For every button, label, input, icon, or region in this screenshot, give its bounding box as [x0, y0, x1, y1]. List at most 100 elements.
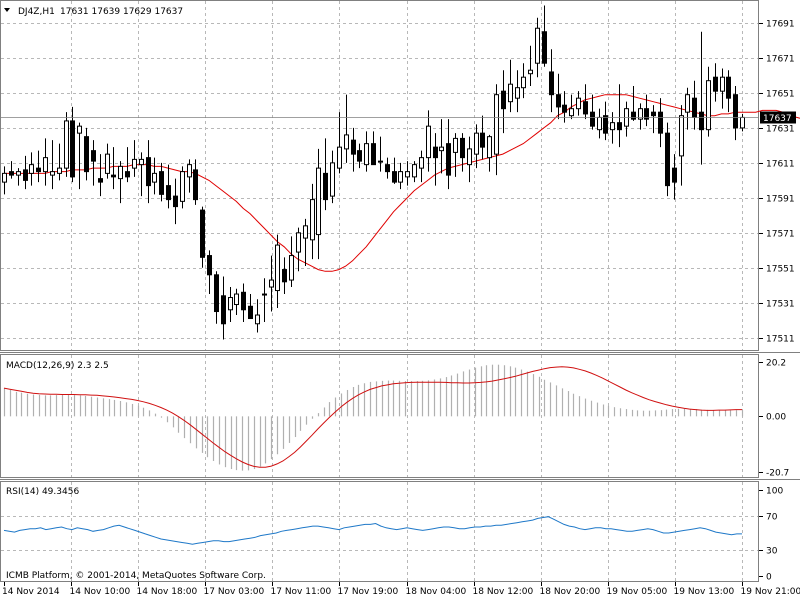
bear-candle	[214, 274, 219, 313]
time-tick-label: 18 Nov 04:00	[406, 587, 467, 597]
bull-candle	[398, 171, 403, 183]
time-tick-label: 18 Nov 20:00	[540, 587, 601, 597]
bull-candle	[289, 255, 294, 281]
bull-candle	[132, 158, 137, 169]
bull-candle	[597, 116, 602, 131]
time-tick-label: 14 Nov 18:00	[137, 587, 198, 597]
bear-candle	[146, 157, 151, 187]
bull-candle	[152, 172, 157, 183]
price-tick-label: 17551	[766, 265, 795, 275]
bear-candle	[248, 305, 253, 320]
bear-candle	[111, 174, 116, 178]
bull-candle	[419, 157, 424, 169]
bull-candle	[77, 125, 82, 134]
bull-candle	[378, 160, 383, 163]
bull-candle	[720, 76, 725, 92]
bear-candle	[651, 111, 656, 117]
time-tick-label: 17 Nov 19:00	[338, 587, 399, 597]
macd-label: MACD(12,26,9) 2.3 2.5	[6, 361, 109, 371]
time-tick-label: 19 Nov 05:00	[607, 587, 668, 597]
price-tick-label: 17511	[766, 335, 795, 345]
bear-candle	[631, 111, 636, 120]
bull-candle	[638, 108, 643, 120]
bull-candle	[316, 167, 321, 236]
copyright-text: ICMB Platform, © 2001-2014, MetaQuotes S…	[6, 571, 266, 581]
bull-candle	[303, 225, 308, 239]
bull-candle	[453, 137, 458, 153]
bear-candle	[193, 169, 198, 201]
macd-indicator	[3, 364, 744, 471]
bear-candle	[726, 76, 731, 99]
rsi-tick-label: 30	[766, 547, 778, 557]
bull-candle	[487, 136, 492, 159]
time-tick-label: 14 Nov 10:00	[70, 587, 131, 597]
bull-candle	[337, 146, 342, 169]
bull-candle	[412, 164, 417, 178]
bull-candle	[16, 171, 21, 176]
bear-candle	[282, 269, 287, 283]
bull-candle	[2, 172, 7, 183]
bull-candle	[467, 148, 472, 166]
rsi-tick-label: 70	[766, 513, 778, 523]
bull-candle	[364, 143, 369, 166]
bear-candle	[166, 185, 171, 201]
rsi-label: RSI(14) 49.3456	[6, 487, 79, 497]
bull-candle	[139, 158, 144, 166]
price-pane-frame	[0, 0, 759, 351]
bull-candle	[228, 297, 233, 311]
bear-candle	[692, 97, 697, 118]
bull-candle	[515, 87, 520, 99]
bear-candle	[562, 104, 567, 113]
rsi-axis: 100 70 30 0	[759, 487, 783, 583]
bull-candle	[262, 293, 267, 296]
bull-candle	[118, 165, 123, 180]
bull-candle	[296, 232, 301, 253]
bull-candle	[275, 244, 280, 292]
price-tick-label: 17691	[766, 20, 795, 30]
bull-candle	[569, 108, 574, 117]
bull-candle	[535, 27, 540, 64]
current-price-badge	[760, 111, 796, 124]
rsi-tick-label: 0	[766, 573, 772, 583]
price-tick-label: 17571	[766, 230, 795, 240]
bear-candle	[658, 111, 663, 134]
bear-candle	[665, 132, 670, 187]
triangle-down-icon[interactable]	[4, 8, 10, 12]
bull-candle	[255, 314, 260, 325]
bear-candle	[23, 169, 28, 181]
bear-candle	[241, 291, 246, 311]
bull-candle	[344, 134, 349, 150]
price-axis: 17691 17671 17651 17631 17611 17591 17571 17551…	[759, 20, 795, 345]
bear-candle	[392, 171, 397, 183]
macd-pane-frame	[0, 354, 759, 478]
bear-candle	[159, 171, 164, 195]
bull-candle	[105, 153, 110, 174]
rsi-line	[3, 516, 742, 545]
time-tick-label: 18 Nov 12:00	[473, 587, 534, 597]
bear-candle	[713, 76, 718, 92]
time-tick-label: 17 Nov 03:00	[204, 587, 265, 597]
grid-lines	[1, 1, 758, 581]
bull-candle	[521, 76, 526, 89]
bear-candle	[91, 150, 96, 162]
time-tick-label: 14 Nov 2014	[2, 587, 60, 597]
bear-candle	[446, 143, 451, 176]
bull-candle	[706, 80, 711, 131]
bear-candle	[733, 94, 738, 129]
bear-candle	[501, 90, 506, 110]
bear-candle	[125, 171, 130, 178]
bear-candle	[433, 146, 438, 159]
bear-candle	[460, 137, 465, 159]
bear-candle	[371, 143, 376, 166]
bear-candle	[617, 122, 622, 131]
bull-candle	[685, 94, 690, 113]
bear-candle	[603, 115, 608, 134]
bull-candle	[29, 164, 34, 174]
bull-candle	[330, 162, 335, 197]
rsi-pane-frame	[0, 481, 759, 582]
bull-candle	[57, 167, 62, 174]
bear-candle	[556, 94, 561, 108]
bull-candle	[43, 157, 48, 173]
